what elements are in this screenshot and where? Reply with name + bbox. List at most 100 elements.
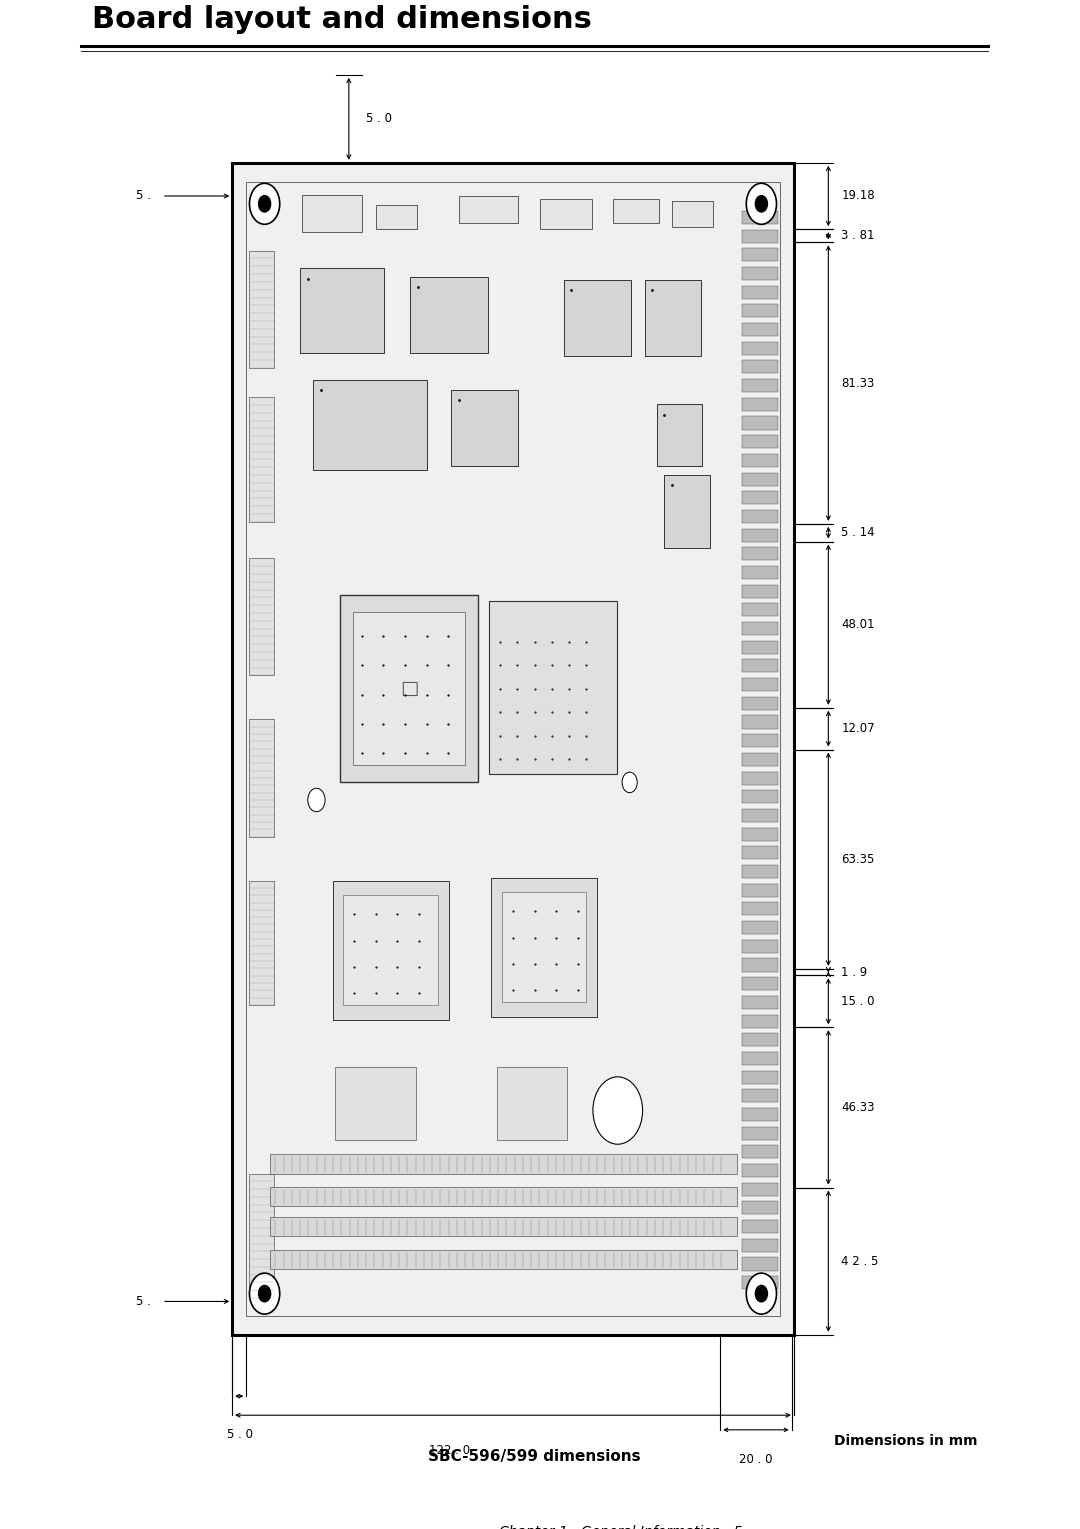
Bar <box>742 472 778 486</box>
Bar <box>333 881 449 1020</box>
Bar <box>270 1154 737 1174</box>
Text: 81.33: 81.33 <box>841 376 875 390</box>
Bar <box>742 566 778 579</box>
Text: 5 .: 5 . <box>136 1295 151 1307</box>
Bar <box>742 268 778 280</box>
Bar <box>742 697 778 709</box>
Bar <box>664 476 710 547</box>
Circle shape <box>258 1286 271 1301</box>
Text: 4 2 . 5: 4 2 . 5 <box>841 1255 879 1268</box>
Bar <box>742 416 778 430</box>
Bar <box>302 196 362 231</box>
Bar <box>742 547 778 560</box>
Bar <box>742 734 778 748</box>
Bar <box>270 1217 737 1237</box>
Circle shape <box>258 196 271 213</box>
Bar <box>645 280 701 356</box>
Bar <box>249 398 274 521</box>
Bar <box>742 1257 778 1271</box>
Circle shape <box>249 183 280 225</box>
Bar <box>742 790 778 803</box>
Text: SBC-596/599 dimensions: SBC-596/599 dimensions <box>429 1449 640 1463</box>
Bar <box>742 846 778 859</box>
Bar <box>249 720 274 836</box>
Bar <box>742 361 778 373</box>
Bar <box>742 772 778 784</box>
Circle shape <box>746 183 777 225</box>
Text: 5 . 0: 5 . 0 <box>227 1428 253 1442</box>
Bar <box>742 1015 778 1027</box>
Bar <box>742 1183 778 1196</box>
Circle shape <box>593 1076 643 1144</box>
Bar <box>742 920 778 934</box>
Bar <box>459 197 518 223</box>
Text: □: □ <box>400 679 419 699</box>
Bar <box>742 1202 778 1214</box>
Bar <box>491 878 597 1017</box>
Bar <box>340 595 478 783</box>
Bar <box>489 601 617 774</box>
Text: 5 . 0: 5 . 0 <box>366 112 392 125</box>
Bar <box>742 436 778 448</box>
Circle shape <box>755 1286 768 1301</box>
Text: 63.35: 63.35 <box>841 853 875 865</box>
Bar <box>249 881 274 1005</box>
Bar <box>451 390 518 466</box>
Bar <box>742 211 778 223</box>
Bar <box>410 277 488 353</box>
Bar <box>742 304 778 318</box>
Bar <box>742 716 778 728</box>
Bar <box>742 1145 778 1159</box>
Bar <box>742 323 778 336</box>
Bar <box>270 1187 737 1206</box>
Bar <box>742 248 778 261</box>
Bar <box>742 1070 778 1084</box>
Bar <box>742 1127 778 1139</box>
Bar <box>249 1174 274 1298</box>
Bar <box>376 205 417 229</box>
Bar <box>742 1109 778 1121</box>
Text: Board layout and dimensions: Board layout and dimensions <box>92 5 592 34</box>
Bar <box>742 641 778 654</box>
Text: 12.07: 12.07 <box>841 722 875 735</box>
Bar <box>742 604 778 616</box>
Bar <box>249 558 274 676</box>
Bar <box>300 268 384 353</box>
Bar <box>742 379 778 391</box>
Bar <box>742 659 778 673</box>
Bar <box>742 509 778 523</box>
Circle shape <box>746 1274 777 1313</box>
Bar <box>742 454 778 466</box>
Text: 20 . 0: 20 . 0 <box>739 1453 773 1466</box>
Bar <box>742 865 778 878</box>
Bar <box>742 809 778 823</box>
Bar <box>232 162 794 1335</box>
Bar <box>742 529 778 541</box>
Bar <box>540 199 592 229</box>
Bar <box>742 959 778 971</box>
Bar <box>742 977 778 991</box>
Bar <box>742 752 778 766</box>
Bar <box>742 229 778 243</box>
Circle shape <box>249 1274 280 1313</box>
Bar <box>742 1277 778 1289</box>
Bar <box>249 251 274 368</box>
Text: Chapter 1   General Information   5: Chapter 1 General Information 5 <box>499 1524 743 1529</box>
Text: 3 . 81: 3 . 81 <box>841 229 875 242</box>
Bar <box>270 1249 737 1269</box>
Bar <box>497 1067 567 1139</box>
Bar <box>246 182 780 1315</box>
Bar <box>613 199 659 223</box>
Circle shape <box>308 789 325 812</box>
Text: 5 . 14: 5 . 14 <box>841 526 875 540</box>
Bar <box>742 884 778 898</box>
Bar <box>502 893 586 1001</box>
Bar <box>742 398 778 411</box>
Bar <box>742 1164 778 1177</box>
Bar <box>564 280 631 356</box>
Bar <box>742 1220 778 1234</box>
Text: 46.33: 46.33 <box>841 1101 875 1115</box>
Bar <box>742 1052 778 1066</box>
Bar <box>742 1034 778 1046</box>
Bar <box>742 995 778 1009</box>
